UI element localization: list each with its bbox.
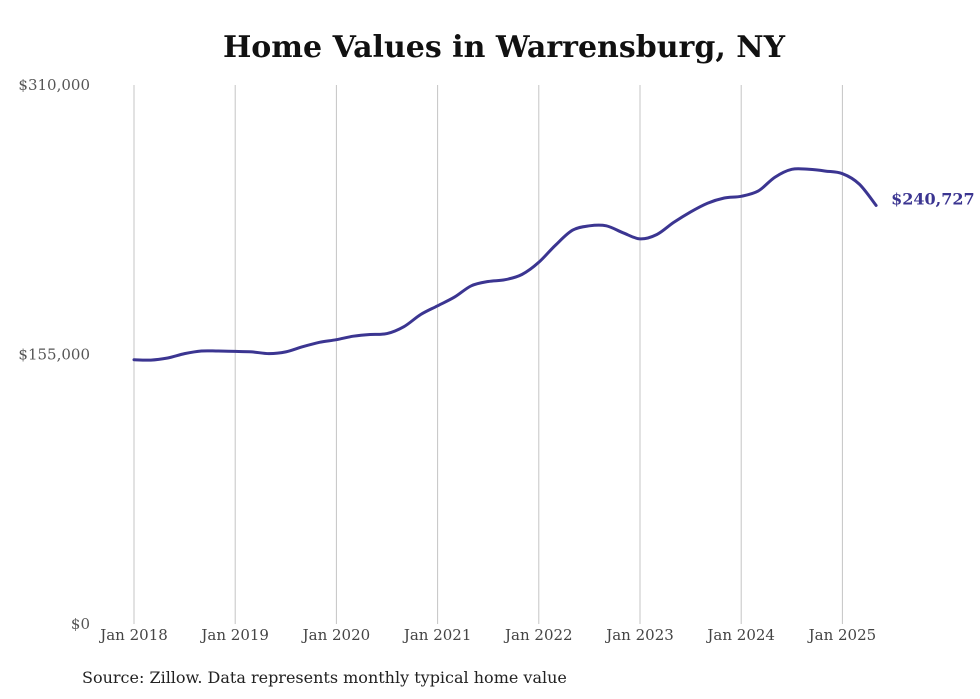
x-tick-label: Jan 2024 — [705, 626, 775, 644]
y-tick-label: $0 — [71, 615, 90, 633]
x-tick-label: Jan 2023 — [604, 626, 674, 644]
x-tick-label: Jan 2020 — [301, 626, 371, 644]
chart-title: Home Values in Warrensburg, NY — [222, 30, 786, 65]
x-tick-label: Jan 2025 — [807, 626, 877, 644]
gridlines — [133, 85, 843, 624]
home-value-line — [132, 167, 878, 362]
y-axis-tick-labels: $0 $155,000 $310,000 — [18, 76, 90, 633]
series-group — [132, 167, 878, 362]
x-tick-label: Jan 2019 — [199, 626, 269, 644]
y-tick-label: $155,000 — [18, 346, 90, 364]
x-tick-label: Jan 2018 — [98, 626, 168, 644]
x-axis-tick-labels: Jan 2018 Jan 2019 Jan 2020 Jan 2021 Jan 2022… — [98, 626, 876, 644]
x-tick-label: Jan 2022 — [503, 626, 573, 644]
x-tick-label: Jan 2021 — [402, 626, 472, 644]
source-note: Source: Zillow. Data represents monthly … — [82, 668, 567, 687]
y-tick-label: $310,000 — [18, 76, 90, 94]
end-value-label: $240,727 — [891, 189, 975, 208]
